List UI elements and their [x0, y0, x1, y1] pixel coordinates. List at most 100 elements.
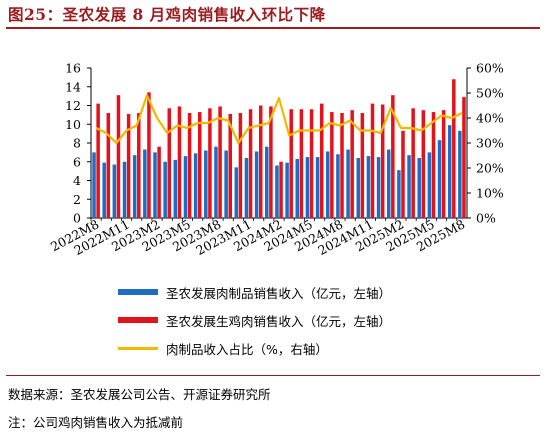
- bar-raw-chicken: [228, 113, 232, 218]
- bar-meat-products: [214, 146, 218, 218]
- bar-meat-products: [427, 152, 432, 218]
- right-tick-label: 0%: [476, 211, 496, 226]
- bar-meat-products: [254, 151, 259, 218]
- bar-raw-chicken: [441, 110, 446, 218]
- bar-raw-chicken: [411, 108, 415, 218]
- legend-label: 肉制品收入占比（%，右轴）: [166, 341, 328, 357]
- line-share: [95, 94, 463, 145]
- legend-label: 圣农发展生鸡肉销售收入（亿元，左轴）: [166, 313, 392, 329]
- bar-meat-products: [234, 167, 239, 218]
- bar-raw-chicken: [391, 95, 395, 218]
- bar-meat-products: [265, 146, 269, 218]
- legend-item-raw-chicken: 圣农发展生鸡肉销售收入（亿元，左轴）: [118, 306, 391, 334]
- bar-raw-chicken: [116, 95, 121, 218]
- footer-divider: [6, 375, 540, 376]
- title-divider: [6, 27, 540, 29]
- chart-title: 图25：圣农发展 8 月鸡肉销售收入环比下降: [8, 5, 326, 24]
- bar-meat-products: [244, 158, 249, 218]
- bar-raw-chicken: [147, 92, 151, 218]
- bar-meat-products: [132, 155, 137, 218]
- bar-raw-chicken: [462, 97, 466, 218]
- right-tick-label: 30%: [476, 136, 504, 151]
- left-tick-label: 2: [73, 192, 81, 207]
- bar-meat-products: [437, 140, 442, 218]
- bar-raw-chicken: [279, 161, 283, 218]
- bar-meat-products: [386, 149, 391, 218]
- bar-raw-chicken: [208, 108, 212, 218]
- bar-raw-chicken: [238, 113, 243, 218]
- bar-meat-products: [183, 156, 188, 218]
- bar-raw-chicken: [106, 113, 111, 218]
- bar-meat-products: [417, 158, 421, 218]
- legend-swatch-yellow: [118, 346, 158, 350]
- bar-meat-products: [305, 157, 310, 218]
- legend-label: 圣农发展肉制品销售收入（亿元，左轴）: [166, 285, 392, 301]
- bar-raw-chicken: [299, 109, 304, 218]
- bar-meat-products: [315, 157, 320, 218]
- bar-meat-products: [447, 125, 452, 218]
- bar-meat-products: [407, 155, 411, 218]
- bar-raw-chicken: [248, 109, 253, 218]
- bar-raw-chicken: [137, 113, 141, 218]
- bar-meat-products: [326, 151, 330, 218]
- right-tick-label: 10%: [476, 186, 504, 201]
- left-tick-label: 12: [65, 98, 81, 113]
- bar-meat-products: [458, 130, 462, 218]
- bar-raw-chicken: [431, 112, 436, 218]
- bar-raw-chicken: [269, 106, 273, 218]
- legend-item-meat-products: 圣农发展肉制品销售收入（亿元，左轴）: [118, 278, 391, 306]
- right-tick-label: 20%: [476, 161, 504, 176]
- bar-raw-chicken: [421, 110, 426, 218]
- bar-meat-products: [366, 156, 371, 218]
- footnote: 注：公司鸡肉销售收入为抵减前: [8, 415, 184, 430]
- bar-raw-chicken: [177, 106, 182, 218]
- bar-raw-chicken: [360, 113, 365, 218]
- left-tick-label: 16: [65, 61, 81, 76]
- bar-meat-products: [143, 149, 147, 218]
- bar-raw-chicken: [167, 108, 172, 218]
- chart-legend: 圣农发展肉制品销售收入（亿元，左轴） 圣农发展生鸡肉销售收入（亿元，左轴） 肉制…: [118, 278, 391, 362]
- bar-raw-chicken: [187, 113, 192, 218]
- right-tick-label: 60%: [476, 61, 504, 76]
- left-tick-label: 4: [73, 173, 81, 188]
- source-note: 数据来源：圣农发展公司公告、开源证券研究所: [8, 387, 271, 402]
- bar-raw-chicken: [258, 105, 263, 218]
- bar-meat-products: [285, 162, 289, 218]
- left-tick-label: 0: [73, 211, 81, 226]
- legend-swatch-red: [118, 317, 158, 323]
- legend-swatch-blue: [118, 289, 158, 295]
- bar-meat-products: [173, 159, 178, 218]
- bar-raw-chicken: [330, 112, 334, 218]
- left-tick-label: 6: [73, 154, 81, 169]
- bar-raw-chicken: [452, 79, 456, 218]
- bar-raw-chicken: [340, 113, 344, 218]
- bar-raw-chicken: [309, 109, 314, 218]
- bar-raw-chicken: [401, 130, 405, 218]
- bar-meat-products: [356, 158, 360, 218]
- bar-raw-chicken: [157, 146, 161, 218]
- bar-meat-products: [163, 161, 167, 218]
- bar-raw-chicken: [198, 112, 202, 218]
- bar-meat-products: [204, 150, 208, 218]
- right-tick-label: 40%: [476, 111, 504, 126]
- bar-raw-chicken: [350, 110, 354, 218]
- bar-meat-products: [224, 150, 228, 218]
- bar-raw-chicken: [96, 103, 100, 218]
- combo-chart: 02468101214160%10%20%30%40%50%60%2022M82…: [48, 61, 504, 259]
- bar-raw-chicken: [370, 103, 375, 218]
- left-tick-label: 8: [73, 136, 81, 151]
- bar-meat-products: [153, 152, 157, 218]
- bar-meat-products: [275, 165, 279, 218]
- bar-meat-products: [102, 162, 106, 218]
- left-tick-label: 14: [65, 79, 81, 94]
- bar-meat-products: [376, 157, 381, 218]
- bar-raw-chicken: [319, 103, 324, 218]
- bar-meat-products: [112, 164, 117, 218]
- bar-raw-chicken: [218, 106, 222, 218]
- bar-meat-products: [295, 158, 300, 218]
- bar-raw-chicken: [126, 113, 131, 218]
- bar-meat-products: [122, 161, 127, 218]
- bar-meat-products: [336, 154, 340, 218]
- legend-item-share: 肉制品收入占比（%，右轴）: [118, 334, 391, 362]
- bar-meat-products: [193, 153, 198, 218]
